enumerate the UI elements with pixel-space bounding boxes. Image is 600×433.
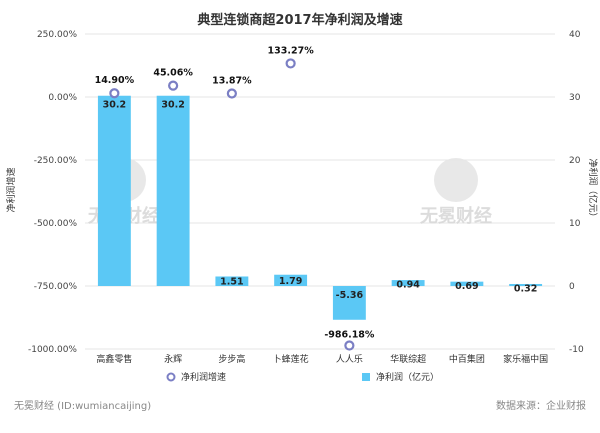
watermark-text-right: 无冕财经 (420, 205, 492, 227)
bar-data-label: -5.36 (336, 290, 364, 301)
bar (332, 286, 366, 320)
right-axis-title: 净利润（亿元） (587, 158, 599, 221)
bar (274, 274, 308, 286)
bar-data-label: 0.94 (396, 280, 420, 291)
left-axis-ticks: 250.00% 0.00% -250.00% -500.00% -750.00% -100… (28, 30, 77, 355)
growth-data-label: 45.06% (153, 68, 193, 79)
growth-point (344, 340, 355, 351)
bar (97, 95, 131, 287)
growth-point-labels: 14.90% 45.06% 13.87% 133.27% -986.18% (95, 45, 375, 340)
category-label: 卜蜂莲花 (273, 353, 309, 365)
right-tick-label: 0 (569, 282, 575, 292)
right-tick-label: 30 (569, 93, 581, 103)
watermark-right: 无冕财经 (420, 158, 492, 227)
right-tick-label: 10 (569, 219, 581, 229)
legend: 净利润增速 净利润（亿元） (166, 371, 439, 383)
growth-points (109, 58, 355, 351)
legend-growth-marker (166, 372, 176, 382)
left-tick-label: -1000.00% (28, 345, 77, 355)
category-label: 高鑫零售 (96, 353, 132, 365)
bar (215, 276, 249, 286)
bar (450, 281, 484, 286)
left-tick-label: -750.00% (34, 282, 78, 292)
bar-data-label: 30.2 (103, 100, 126, 111)
gridlines (85, 33, 555, 350)
legend-profit-label: 净利润（亿元） (376, 371, 439, 383)
bar-data-label: 0.32 (514, 283, 537, 294)
category-label: 人人乐 (336, 353, 363, 365)
bar-series (97, 95, 543, 320)
growth-point (285, 58, 296, 69)
legend-growth-label: 净利润增速 (181, 371, 226, 383)
bar-data-label: 30.2 (161, 100, 184, 111)
chart-title: 典型连锁商超2017年净利润及增速 (197, 12, 402, 28)
category-label: 永辉 (164, 353, 182, 365)
bar-data-label: 0.69 (455, 281, 478, 292)
legend-profit-marker (362, 373, 370, 381)
left-axis-title: 净利润增速 (5, 167, 17, 212)
left-tick-label: 0.00% (48, 93, 77, 103)
growth-point (226, 88, 237, 99)
bar (509, 283, 543, 286)
growth-data-label: 13.87% (212, 76, 252, 87)
left-tick-label: -250.00% (34, 156, 78, 166)
right-tick-label: -10 (569, 345, 584, 355)
right-tick-label: 40 (569, 30, 581, 40)
watermark-logo-right (434, 158, 478, 202)
category-label: 家乐福中国 (503, 353, 548, 365)
bar-labels: 30.2 30.2 1.51 1.79 -5.36 0.94 0.69 0.32 (103, 100, 538, 301)
growth-data-label: -986.18% (324, 330, 375, 341)
category-label: 中百集团 (449, 353, 485, 365)
growth-data-label: 14.90% (95, 75, 135, 86)
category-labels: 高鑫零售 永辉 步步高 卜蜂莲花 人人乐 华联综超 中百集团 家乐福中国 (96, 353, 548, 365)
bar-data-label: 1.79 (279, 276, 302, 287)
bar (391, 280, 425, 286)
growth-point (168, 80, 179, 91)
bar-data-label: 1.51 (220, 277, 243, 288)
right-tick-label: 20 (569, 156, 581, 166)
bar (156, 95, 190, 287)
right-axis-ticks: 40 30 20 10 0 -10 (569, 30, 584, 355)
footer-source-right: 数据来源：企业财报 (496, 399, 586, 412)
left-tick-label: 250.00% (37, 30, 77, 40)
growth-point (109, 88, 120, 99)
left-tick-label: -500.00% (34, 219, 78, 229)
category-label: 华联综超 (390, 353, 426, 365)
growth-data-label: 133.27% (268, 45, 315, 56)
category-label: 步步高 (218, 353, 245, 365)
footer-source-left: 无冕财经 (ID:wumiancaijing) (14, 399, 151, 412)
